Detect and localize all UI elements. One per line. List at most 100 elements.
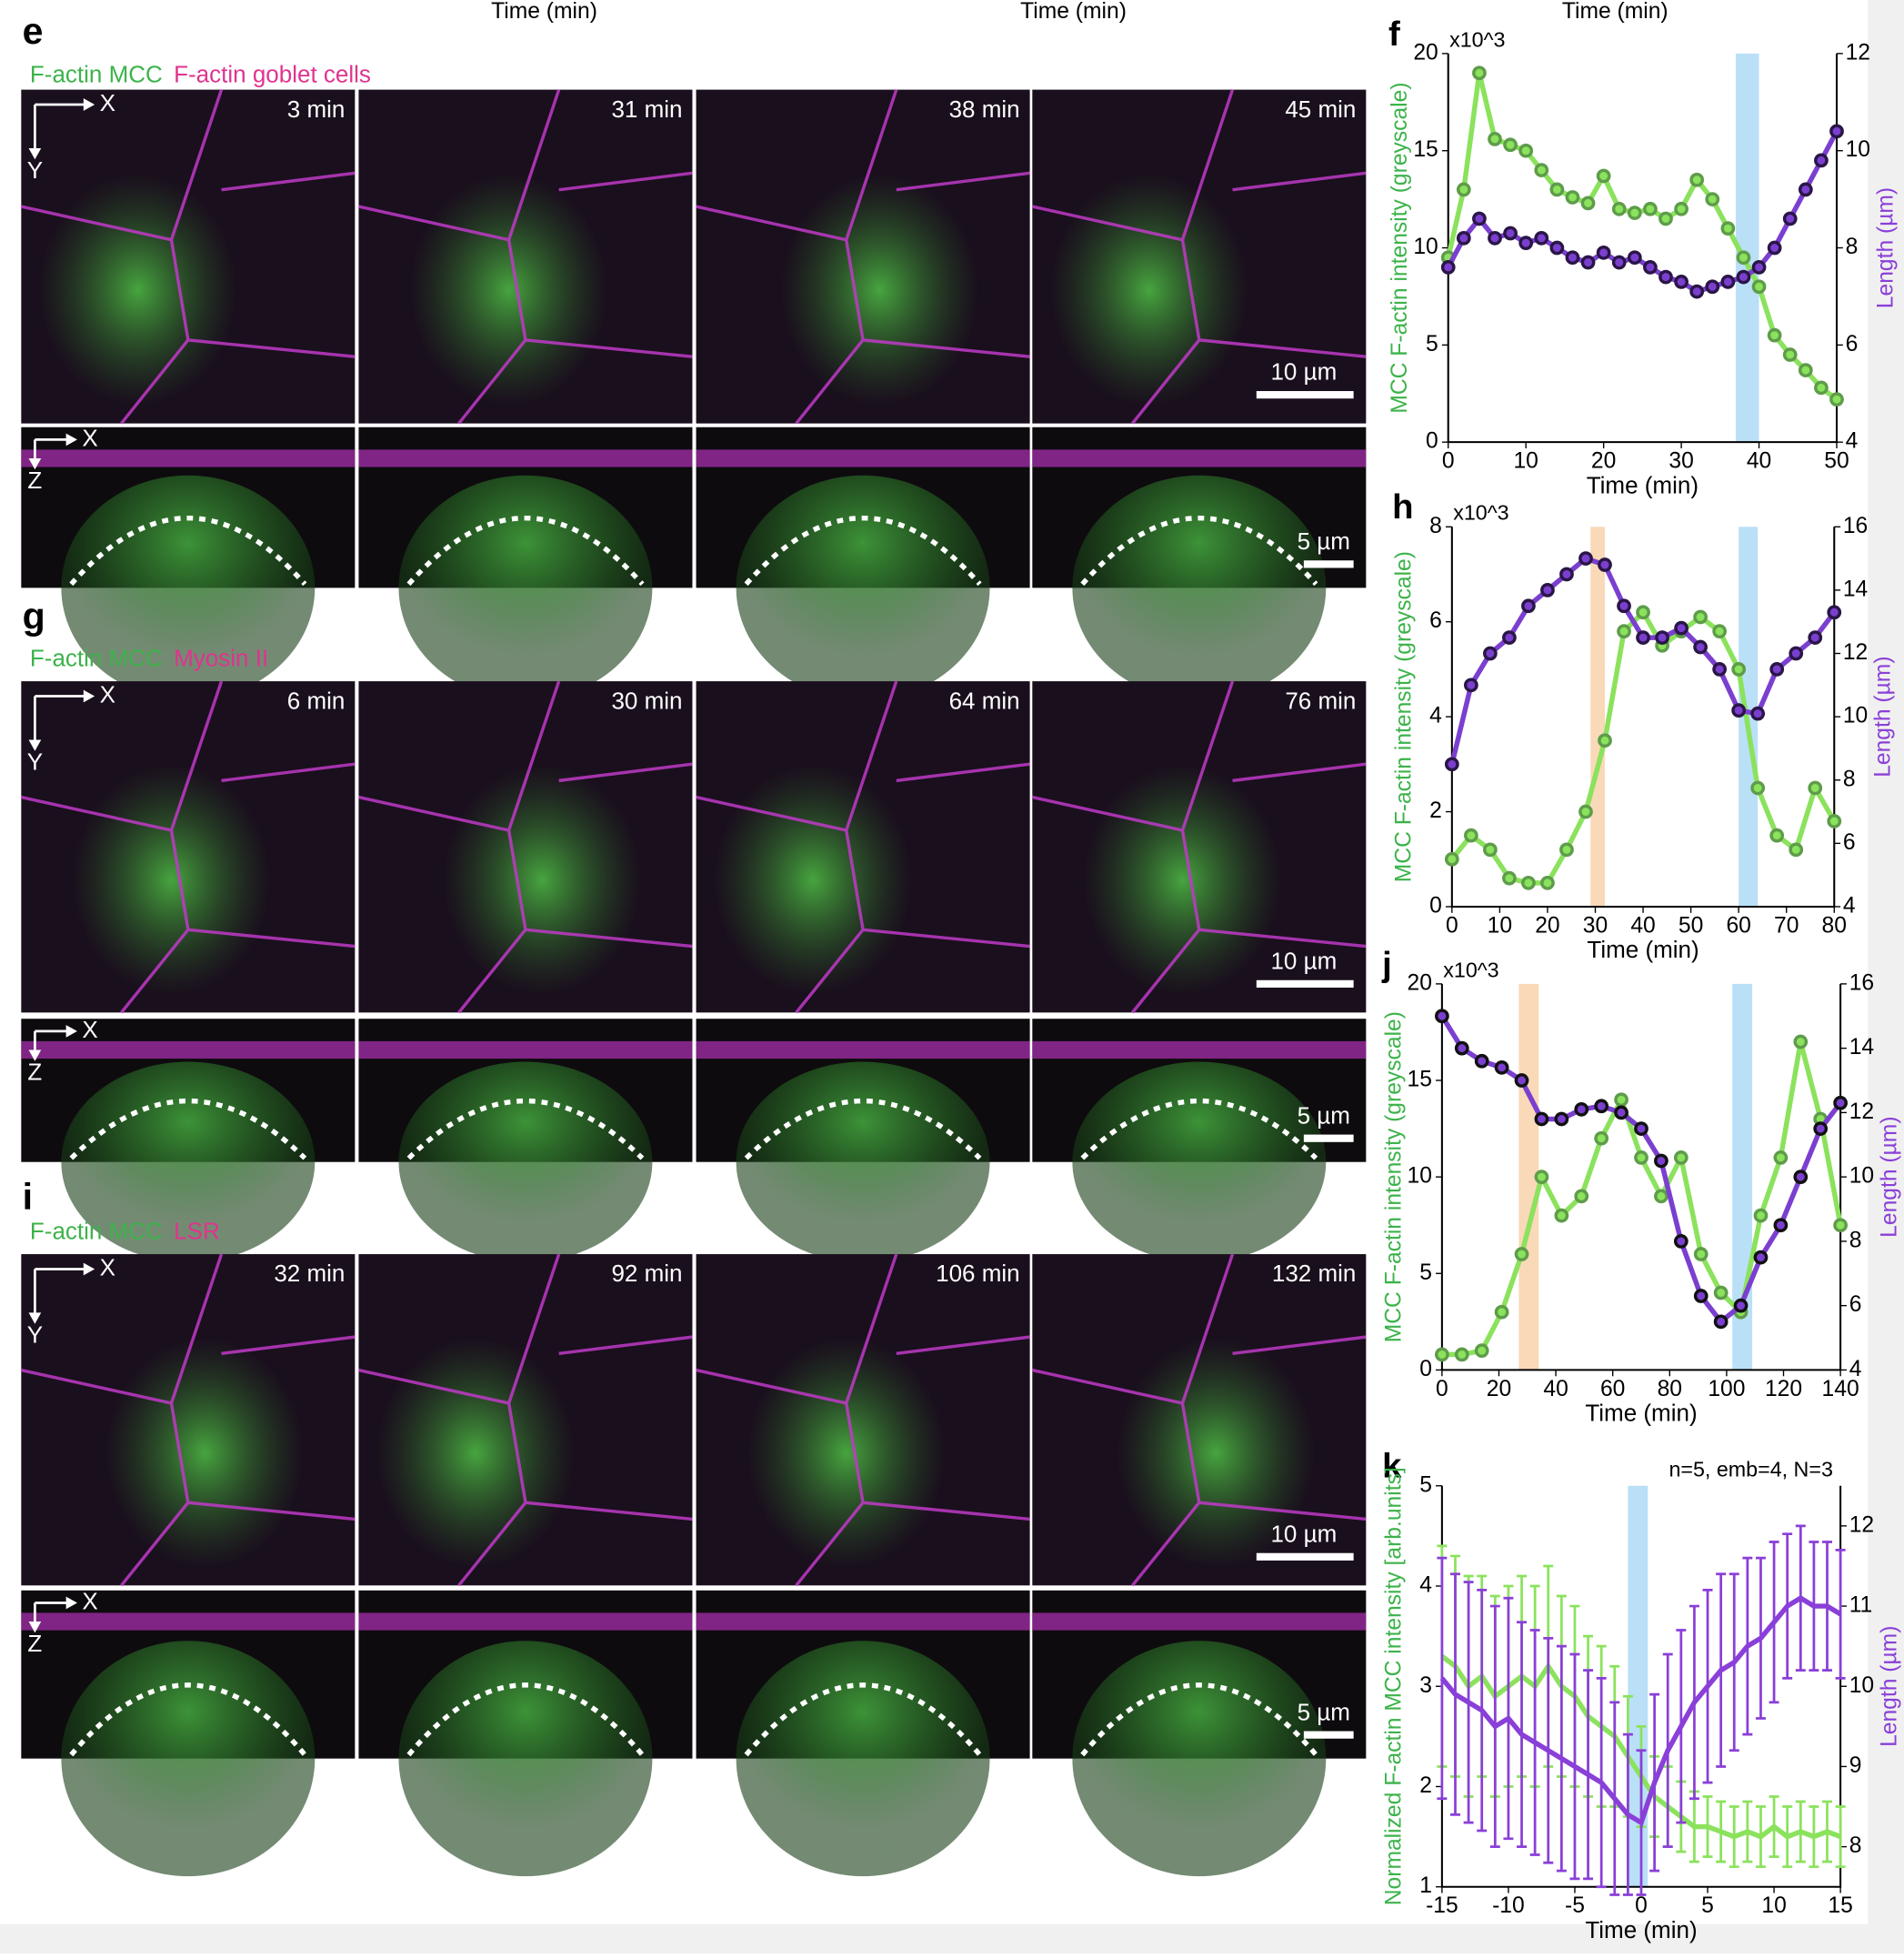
data-point (1444, 851, 1459, 867)
y2-tick-label: 16 (1843, 514, 1868, 538)
x-tick-label: 80 (1658, 1377, 1682, 1401)
x-tick-label: 0 (1446, 913, 1458, 938)
y2-tick-label: 4 (1849, 1357, 1862, 1381)
membrane (20, 680, 356, 1014)
data-point (1540, 875, 1555, 890)
y2-tick-label: 12 (1849, 1099, 1874, 1124)
data-point (1827, 605, 1842, 620)
data-point (1514, 1073, 1529, 1088)
data-point (1596, 245, 1611, 260)
data-point (1483, 646, 1498, 661)
data-point (1829, 392, 1844, 407)
data-point (1559, 842, 1574, 858)
data-point (1643, 201, 1658, 216)
data-point (1574, 1101, 1589, 1117)
data-point (1435, 1009, 1449, 1024)
arrow-head (28, 457, 42, 470)
x-tick-label: 10 (1488, 913, 1512, 938)
data-point (1705, 192, 1720, 206)
axis-indicator: X (100, 680, 115, 708)
data-point (1549, 240, 1565, 256)
data-point (1643, 260, 1658, 275)
green-dome (1072, 475, 1327, 701)
data-point (1614, 1105, 1628, 1120)
data-point (1773, 1150, 1789, 1165)
data-point (1733, 1298, 1749, 1313)
time-label: 30 min (611, 687, 682, 714)
y-tick-label: 0 (1426, 429, 1438, 454)
data-point (1598, 557, 1612, 572)
time-label: 32 min (274, 1260, 345, 1287)
data-point (1767, 327, 1782, 343)
y-tick-label: 15 (1413, 137, 1438, 162)
y-tick-label: 10 (1413, 235, 1438, 259)
data-point (1472, 65, 1487, 81)
data-point (1674, 201, 1689, 216)
x-tick-label: 50 (1824, 449, 1849, 474)
apical-band (21, 449, 356, 467)
data-point (1518, 143, 1534, 158)
error-bar (1437, 1556, 1448, 1801)
data-point (1705, 279, 1720, 295)
data-point (1713, 1314, 1729, 1330)
data-point (1808, 630, 1823, 645)
y2-tick-label: 14 (1843, 577, 1868, 601)
x-tick-label: 100 (1708, 1377, 1745, 1401)
x-tick-label: 40 (1747, 449, 1771, 474)
axis-indicator: X (100, 1253, 115, 1280)
x-tick-label: 10 (1761, 1893, 1786, 1918)
data-point (1753, 1208, 1769, 1223)
axis-indicator: Z (27, 1630, 42, 1657)
cell-outline (1080, 1099, 1318, 1160)
y-tick-label: 20 (1413, 40, 1438, 65)
y-tick-label: 6 (1429, 608, 1442, 633)
data-point (1559, 567, 1574, 582)
x-tick-label: 0 (1436, 1377, 1448, 1401)
data-point (1521, 598, 1536, 614)
membrane (358, 89, 693, 425)
apical-band (1032, 1040, 1367, 1059)
data-point (1502, 630, 1517, 645)
y-axis-label: MCC F-actin intensity (greyscale) (1381, 1011, 1406, 1342)
green-signal (105, 1337, 306, 1570)
green-dome (736, 475, 990, 701)
data-point (1627, 250, 1642, 266)
top-label: Time (min) (1020, 0, 1127, 24)
x-tick-label: -15 (1426, 1893, 1458, 1918)
scale-label: 10 µm (1270, 358, 1337, 386)
data-point (1594, 1130, 1609, 1146)
data-point (1712, 624, 1728, 639)
data-point (1456, 182, 1471, 197)
panel-label: k (1382, 1447, 1402, 1486)
scale-label: 10 µm (1270, 947, 1337, 974)
scale-label: 10 µm (1270, 1520, 1337, 1547)
apical-band (1032, 1612, 1367, 1631)
data-point (1503, 226, 1518, 241)
data-point (1488, 230, 1502, 246)
green-signal (1116, 1337, 1317, 1570)
y-tick-label: 0 (1429, 893, 1442, 918)
x-tick-label: -10 (1492, 1893, 1525, 1918)
cell-outline (69, 1682, 307, 1757)
y2-tick-label: 4 (1843, 893, 1856, 918)
axes-frame (1450, 527, 1836, 908)
cell-outline (69, 516, 307, 587)
data-point (1789, 842, 1804, 858)
x-tick-label: 20 (1591, 449, 1616, 474)
data-point (1617, 624, 1631, 639)
axis-indicator: Z (27, 467, 42, 494)
data-point (1534, 230, 1549, 246)
y-axis-label: Normalized F-actin MCC intensity [arb.un… (1381, 1467, 1406, 1905)
cell-outline (406, 516, 645, 587)
x-axis-label: Time (min) (1585, 1916, 1697, 1943)
arrow-head (28, 147, 42, 160)
axis-indicator: X (82, 1587, 97, 1614)
scale-bar (1256, 979, 1354, 988)
y-axis-label: MCC F-actin intensity (greyscale) (1391, 551, 1416, 882)
data-point (1554, 1208, 1569, 1223)
apical-band (696, 1612, 1030, 1631)
data-point (1673, 1150, 1689, 1165)
green-signal (712, 764, 914, 997)
data-point (1554, 1111, 1569, 1127)
data-point (1494, 1304, 1509, 1320)
